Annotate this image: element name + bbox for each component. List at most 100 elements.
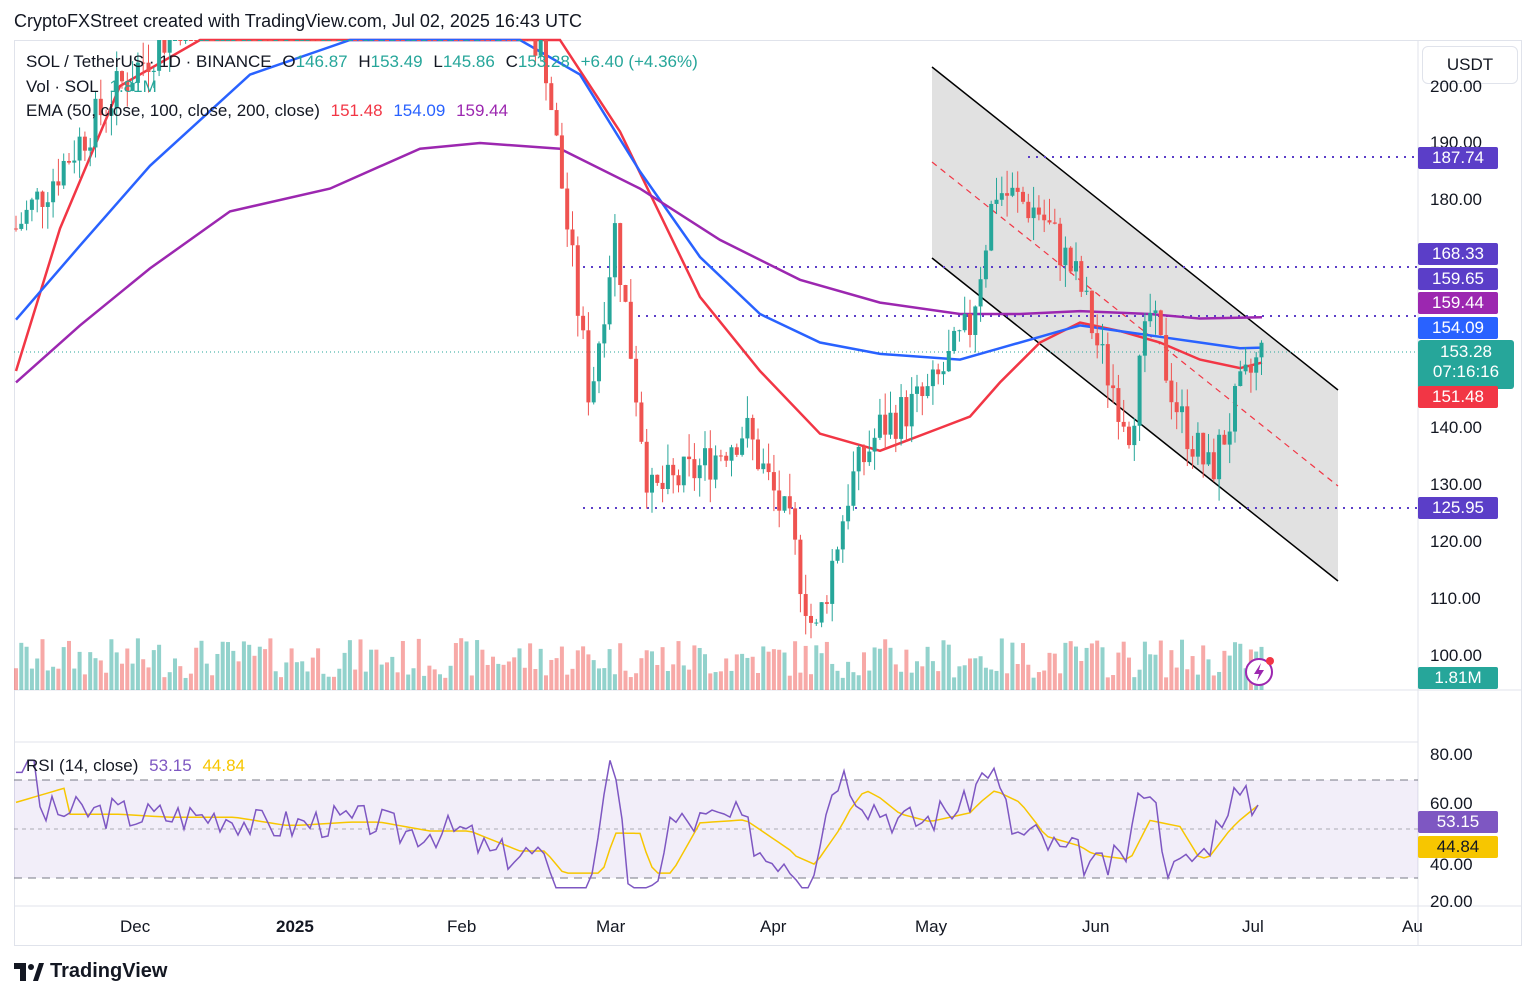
- volume-bar: [581, 646, 586, 690]
- candle-body: [220, 40, 225, 41]
- candle-body: [199, 40, 204, 41]
- volume-bar: [24, 646, 29, 690]
- channel-lower-line: [931, 257, 1339, 582]
- candle-body: [443, 40, 448, 41]
- candle-body: [703, 448, 707, 466]
- volume-bar: [983, 667, 988, 690]
- candle-body: [294, 40, 299, 41]
- volume-bar: [888, 647, 893, 690]
- currency-unit-button[interactable]: USDT: [1422, 46, 1518, 84]
- candle-body: [1248, 364, 1253, 373]
- volume-bar: [300, 661, 305, 690]
- candle-body: [432, 40, 437, 41]
- level-badge: 159.65: [1418, 268, 1498, 290]
- price-tick: 110.00: [1430, 589, 1481, 608]
- volume-bar: [936, 671, 941, 690]
- volume-bar: [1195, 674, 1200, 690]
- candle-body: [840, 521, 845, 550]
- volume-bar: [639, 658, 644, 690]
- candle-body: [1238, 371, 1243, 387]
- volume-bar: [432, 669, 437, 690]
- volume-bar: [952, 677, 957, 690]
- candle-body: [846, 505, 851, 522]
- channel-mid-line: [931, 161, 1339, 487]
- volume-bar: [448, 665, 453, 690]
- volume-bar: [915, 661, 919, 690]
- candle-body: [718, 455, 723, 457]
- candle-body: [1201, 432, 1206, 465]
- volume-bar: [565, 674, 570, 690]
- volume-bar: [263, 649, 268, 690]
- volume-bar: [877, 648, 882, 690]
- volume-bar: [978, 656, 983, 690]
- volume-bar: [326, 676, 331, 690]
- candle-body: [56, 181, 61, 186]
- volume-bar: [549, 659, 554, 690]
- volume-bar: [1068, 641, 1073, 690]
- volume-bar: [745, 657, 750, 690]
- tradingview-logo-icon: [14, 962, 44, 981]
- volume-bar: [1047, 652, 1052, 690]
- volume-bar: [650, 651, 654, 690]
- candle-body: [88, 147, 93, 151]
- volume-bar: [385, 662, 389, 690]
- candle-body: [1005, 193, 1010, 196]
- volume-bar: [395, 672, 400, 690]
- time-tick: Mar: [596, 917, 626, 936]
- volume-bar: [400, 641, 405, 690]
- volume-bar: [867, 670, 872, 690]
- ema200-badge: 159.44: [1418, 292, 1498, 314]
- candle-body: [1036, 207, 1041, 215]
- candle-body: [655, 474, 660, 483]
- candle-body: [1153, 310, 1158, 314]
- candle-body: [517, 40, 522, 41]
- candle-body: [676, 475, 681, 486]
- candle-body: [390, 40, 395, 41]
- volume-bar: [819, 653, 824, 690]
- high-label: H: [358, 52, 371, 71]
- candle-body: [1190, 449, 1195, 457]
- volume-bar: [157, 644, 162, 690]
- volume-bar: [1169, 650, 1174, 690]
- candle-body: [305, 40, 310, 41]
- volume-bar: [554, 658, 559, 690]
- volume-bar: [930, 661, 935, 690]
- candle-body: [1254, 357, 1259, 373]
- rsi-legend: RSI (14, close) 53.15 44.84: [26, 756, 251, 776]
- candle-body: [77, 136, 82, 161]
- volume-bar: [485, 664, 490, 690]
- candle-body: [713, 455, 718, 480]
- bar-countdown: 07:16:16: [1432, 362, 1500, 381]
- candle-body: [98, 98, 103, 116]
- candle-body: [893, 412, 898, 439]
- volume-bar: [215, 653, 220, 690]
- volume-bar: [851, 672, 856, 690]
- volume-bar: [989, 669, 994, 690]
- candle-body: [210, 40, 215, 41]
- candle-body: [528, 40, 533, 41]
- volume-bar: [586, 654, 591, 690]
- volume-bar: [273, 671, 278, 690]
- volume-bar: [1116, 652, 1121, 690]
- volume-label: Vol · SOL: [26, 77, 99, 96]
- volume-bar: [1180, 639, 1184, 690]
- candle-body: [157, 40, 162, 71]
- candle-body: [226, 40, 230, 41]
- volume-bar: [29, 668, 34, 690]
- volume-bar: [416, 638, 421, 690]
- volume-bar: [750, 656, 755, 690]
- open-label: O: [282, 52, 296, 71]
- candle-body: [130, 82, 135, 92]
- candle-body: [957, 330, 962, 332]
- candle-body: [1227, 431, 1232, 445]
- time-tick: May: [915, 917, 948, 936]
- candle-body: [252, 40, 257, 41]
- volume-bar: [734, 654, 739, 690]
- candle-body: [1095, 333, 1100, 346]
- candle-body: [978, 279, 983, 307]
- volume-bar: [628, 677, 633, 690]
- candle-body: [1169, 380, 1174, 403]
- candle-body: [575, 245, 580, 316]
- candle-body: [93, 98, 98, 148]
- volume-bar: [178, 666, 183, 690]
